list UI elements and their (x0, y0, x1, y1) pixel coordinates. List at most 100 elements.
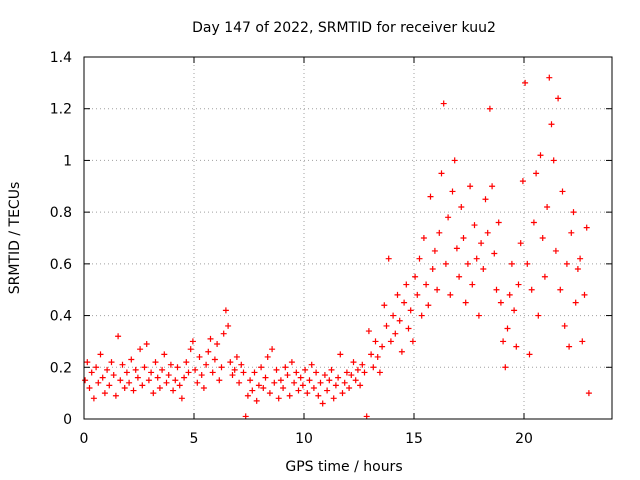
data-point (130, 387, 137, 394)
data-point (429, 266, 436, 273)
data-point (495, 219, 502, 226)
data-point (117, 377, 124, 384)
data-point (277, 377, 284, 384)
data-point (513, 343, 520, 350)
data-point (299, 382, 306, 389)
data-point (203, 361, 210, 368)
data-point (385, 255, 392, 262)
data-point (471, 222, 478, 229)
data-point (335, 374, 342, 381)
data-point (568, 229, 575, 236)
data-point (324, 387, 331, 394)
data-point (240, 369, 247, 376)
data-point (469, 281, 476, 288)
data-point (423, 281, 430, 288)
data-point (176, 382, 183, 389)
data-point (115, 333, 122, 340)
data-point (425, 302, 432, 309)
data-point (308, 361, 315, 368)
y-tick-label: 1.2 (50, 102, 72, 118)
data-point (579, 338, 586, 345)
y-tick-label: 0.2 (50, 360, 72, 376)
data-point (258, 364, 265, 371)
data-point (467, 183, 474, 190)
data-point (284, 372, 291, 379)
data-point (185, 369, 192, 376)
data-point (365, 328, 372, 335)
data-point (383, 322, 390, 329)
data-point (332, 382, 339, 389)
data-point (156, 384, 163, 391)
data-point (271, 379, 278, 386)
data-point (112, 392, 119, 399)
data-point (403, 281, 410, 288)
data-point (341, 379, 348, 386)
data-point (165, 372, 172, 379)
data-point (489, 183, 496, 190)
data-point (478, 240, 485, 247)
x-tick-label: 5 (190, 431, 199, 447)
data-point (123, 369, 130, 376)
data-point (442, 260, 449, 267)
data-point (326, 377, 333, 384)
data-point (262, 374, 269, 381)
grid-lines (84, 57, 612, 419)
data-point (522, 79, 529, 86)
data-point (207, 335, 214, 342)
data-point (229, 372, 236, 379)
data-point (453, 245, 460, 252)
y-tick-label: 1.4 (50, 50, 72, 66)
data-point (460, 235, 467, 241)
data-point (218, 364, 225, 371)
data-point (154, 374, 161, 381)
data-point (108, 359, 115, 366)
data-point (132, 366, 139, 373)
data-point (561, 322, 568, 329)
data-point (354, 366, 361, 373)
data-point (198, 372, 205, 379)
data-point (557, 286, 564, 293)
data-point (394, 291, 401, 298)
data-point (390, 312, 397, 319)
data-point (379, 343, 386, 350)
data-point (317, 379, 324, 386)
data-point (293, 369, 300, 376)
data-point (194, 379, 201, 386)
y-axis-label: SRMTID / TECUs (7, 182, 23, 295)
data-point (363, 413, 370, 420)
data-point (583, 224, 590, 231)
data-point (95, 379, 102, 386)
data-point (480, 266, 487, 273)
data-point (412, 273, 419, 280)
data-point (418, 312, 425, 319)
data-point (519, 178, 526, 185)
data-point (269, 346, 276, 353)
data-point (247, 377, 254, 384)
data-point (361, 369, 368, 376)
data-point (183, 359, 190, 366)
data-point (436, 229, 443, 236)
data-point (174, 364, 181, 371)
data-point (321, 372, 328, 379)
data-point (211, 356, 218, 363)
data-point (222, 307, 229, 314)
data-point (121, 384, 128, 391)
data-point (209, 369, 216, 376)
data-point (486, 105, 493, 112)
data-point (86, 384, 93, 391)
plot-frame (83, 56, 613, 420)
y-tick-label: 0.6 (50, 257, 72, 273)
data-point (585, 390, 592, 397)
data-point (544, 203, 551, 210)
data-point (475, 312, 482, 319)
axis-ticks (83, 56, 612, 420)
x-tick-label: 15 (405, 431, 423, 447)
x-tick-label: 0 (80, 431, 89, 447)
data-point (187, 346, 194, 353)
data-point (506, 291, 513, 298)
y-tick-label: 0.4 (50, 309, 72, 325)
data-point (357, 382, 364, 389)
data-point (574, 266, 581, 273)
data-point (414, 291, 421, 298)
